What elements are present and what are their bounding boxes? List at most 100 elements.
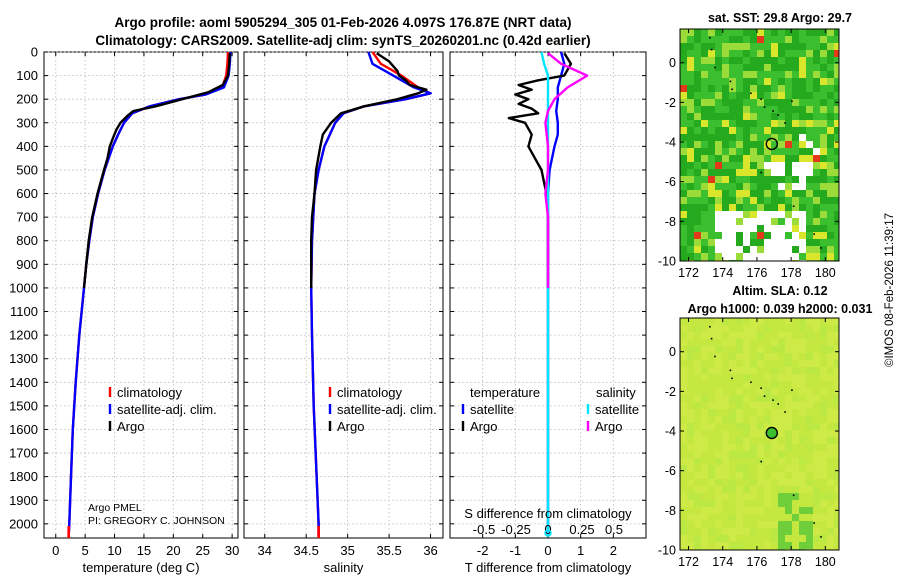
- island-dot: [710, 337, 713, 340]
- map-cell: [799, 204, 807, 212]
- map-cell: [764, 374, 772, 382]
- map-cell: [820, 325, 828, 333]
- map-cell: [785, 232, 793, 240]
- map-cell: [820, 458, 828, 466]
- island-dot: [784, 122, 786, 124]
- map-cell: [701, 246, 709, 254]
- map-cell: [736, 479, 744, 487]
- map-cell: [722, 339, 730, 347]
- map-cell: [799, 141, 807, 149]
- map-cell: [757, 134, 765, 142]
- map-cell: [778, 521, 786, 529]
- map-cell: [736, 500, 744, 508]
- map-cell: [792, 134, 800, 142]
- map-cell: [722, 190, 730, 198]
- map-cell: [694, 430, 702, 438]
- map-cell: [722, 416, 730, 424]
- map-cell: [687, 113, 695, 121]
- map-cell: [785, 332, 793, 340]
- map-cell: [757, 493, 765, 501]
- map-cell: [792, 388, 800, 396]
- map-cell: [799, 367, 807, 375]
- map-cell: [820, 141, 828, 149]
- map-cell: [687, 148, 695, 156]
- map-cell: [778, 493, 786, 501]
- map-cell: [722, 500, 730, 508]
- map-cell: [785, 253, 793, 261]
- map-cell: [785, 71, 793, 79]
- map-cell: [799, 444, 807, 452]
- map-cell: [743, 423, 751, 431]
- map-cell: [799, 155, 807, 163]
- map-cell: [827, 71, 835, 79]
- map-cell: [743, 528, 751, 536]
- map-cell: [722, 253, 730, 261]
- map-cell: [820, 500, 828, 508]
- map-cell: [785, 64, 793, 72]
- map-cell: [687, 36, 695, 44]
- map-cell: [757, 253, 765, 261]
- map-cell: [687, 416, 695, 424]
- map-cell: [750, 204, 758, 212]
- map-cell: [806, 402, 814, 410]
- title-line-2: Climatology: CARS2009. Satellite-adj cli…: [95, 33, 590, 48]
- map-cell: [750, 113, 758, 121]
- map-cell: [834, 43, 839, 51]
- map-cell: [764, 521, 772, 529]
- map-cell: [834, 85, 839, 93]
- map-cell: [785, 374, 793, 382]
- map-cell: [827, 535, 835, 543]
- island-dot: [731, 377, 733, 380]
- map-cell: [764, 451, 772, 459]
- map-cell: [764, 346, 772, 354]
- side-stamp: ©IMOS 08-Feb-2026 11:39:17: [884, 213, 896, 367]
- map-cell: [708, 521, 716, 529]
- map-cell: [694, 78, 702, 86]
- map-cell: [834, 239, 839, 247]
- map-cell: [715, 127, 723, 135]
- island-dot: [813, 233, 815, 235]
- map-cell: [757, 332, 765, 340]
- map-cell: [680, 253, 688, 261]
- map-cell: [834, 451, 839, 459]
- map-cell: [764, 71, 772, 79]
- map-x-tick-label: 172: [678, 555, 699, 569]
- x-tick-label: 36: [423, 543, 437, 558]
- map-cell: [792, 225, 800, 233]
- map-cell: [806, 493, 814, 501]
- island-dot: [777, 114, 780, 116]
- map-cell: [813, 451, 821, 459]
- map-cell: [715, 92, 723, 100]
- map-cell: [729, 183, 737, 191]
- map-cell: [736, 521, 744, 529]
- map-cell: [736, 444, 744, 452]
- x-tick-label: -2: [477, 543, 489, 558]
- map-cell: [680, 29, 688, 37]
- map-cell: [806, 50, 814, 58]
- map-y-tick-label: -4: [665, 136, 676, 150]
- y-tick-label: 600: [16, 186, 38, 201]
- map-cell: [806, 36, 814, 44]
- map-cell: [799, 381, 807, 389]
- y-tick-label: 1800: [9, 469, 38, 484]
- map-cell: [834, 253, 839, 261]
- map-cell: [757, 318, 765, 326]
- map-cell: [764, 507, 772, 515]
- map-cell: [743, 381, 751, 389]
- map-cell: [764, 155, 772, 163]
- map-cell: [834, 395, 839, 403]
- map-cell: [701, 430, 709, 438]
- map-cell: [806, 99, 814, 107]
- map-cell: [785, 535, 793, 543]
- map-cell: [701, 204, 709, 212]
- map-y-tick-label: -4: [665, 425, 676, 439]
- map-cell: [729, 141, 737, 149]
- map-cell: [813, 127, 821, 135]
- map-cell: [687, 514, 695, 522]
- map-cells: [680, 318, 839, 550]
- map-cell: [778, 134, 786, 142]
- map-cell: [736, 92, 744, 100]
- map-cell: [827, 472, 835, 480]
- map-cell: [778, 374, 786, 382]
- map-cell: [715, 183, 723, 191]
